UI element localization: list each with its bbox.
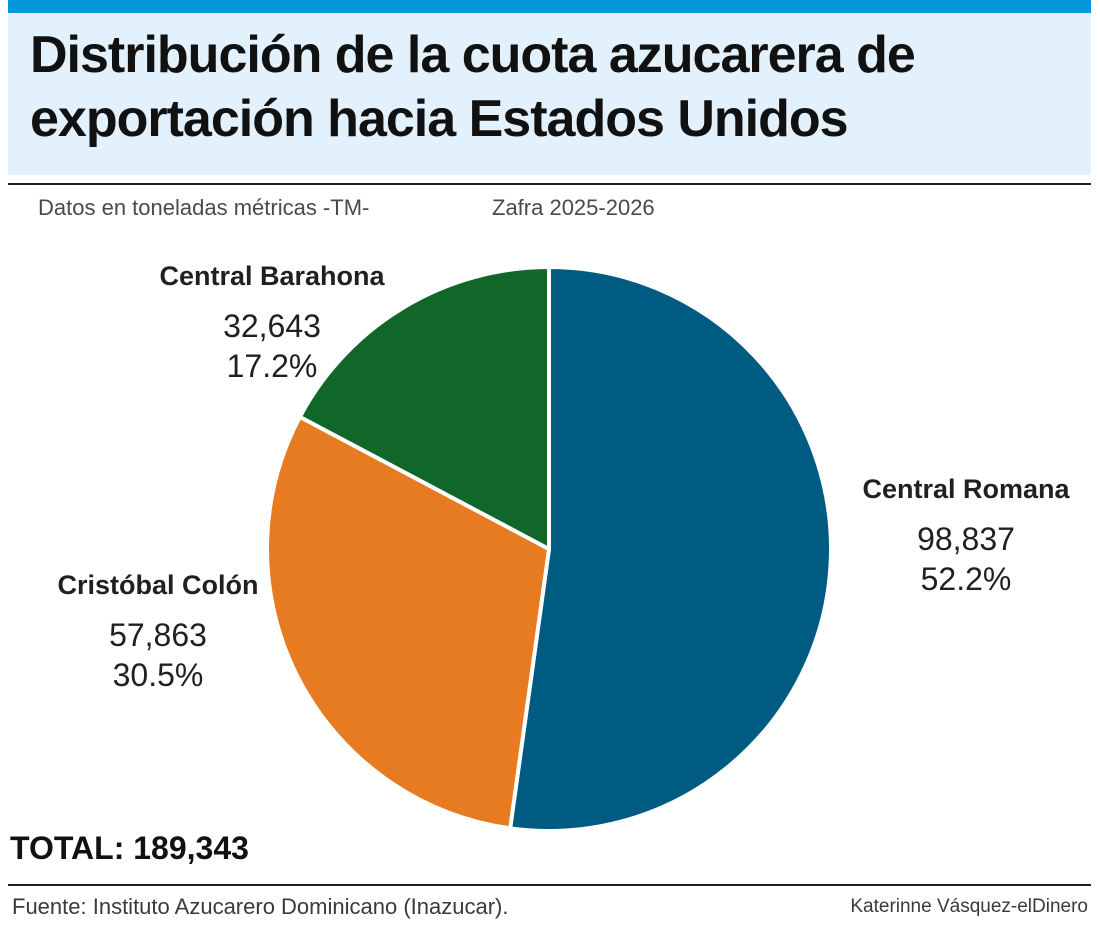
slice-value-label: 57,863 (109, 617, 207, 653)
title-panel (8, 13, 1091, 175)
slice-percent-label: 17.2% (227, 348, 318, 384)
source-note: Fuente: Instituto Azucarero Dominicano (… (12, 894, 509, 919)
slice-name-label: Central Barahona (159, 261, 385, 291)
season-label: Zafra 2025-2026 (492, 195, 655, 220)
pie-slice-cristobal-colon (265, 414, 551, 831)
chart-title: Distribución de la cuota azucarera de ex… (30, 26, 916, 148)
pie-slice-central-barahona (297, 265, 551, 551)
pie-slice-central-romana (508, 265, 833, 833)
slice-value-label: 98,837 (917, 521, 1015, 557)
total-label: TOTAL: 189,343 (10, 830, 249, 866)
slice-percent-label: 52.2% (921, 561, 1012, 597)
footer-divider (8, 884, 1091, 886)
slice-name-label: Cristóbal Colón (58, 570, 259, 600)
slice-percent-label: 30.5% (113, 657, 204, 693)
author-credit: Katerinne Vásquez-elDinero (850, 896, 1088, 917)
accent-bar (8, 0, 1091, 13)
slice-name-label: Central Romana (862, 474, 1070, 504)
header-divider (8, 183, 1091, 185)
slice-value-label: 32,643 (223, 308, 321, 344)
units-note: Datos en toneladas métricas -TM- (38, 195, 370, 220)
